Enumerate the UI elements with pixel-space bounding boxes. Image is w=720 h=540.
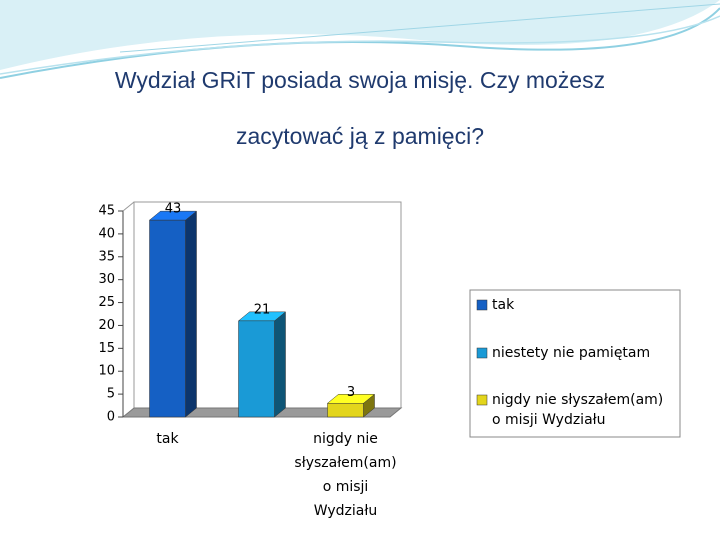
legend-label: tak: [492, 297, 515, 313]
legend-swatch: [476, 347, 488, 359]
y-tick-label: 10: [98, 364, 115, 379]
y-tick-label: 5: [107, 387, 115, 402]
slide-title: Wydział GRiT posiada swoja misję. Czy mo…: [114, 67, 606, 149]
header-curve: [0, 7, 720, 79]
bar-side: [274, 311, 286, 418]
data-label: 3: [347, 385, 355, 400]
bar: [149, 219, 186, 418]
y-tick-label: 45: [98, 204, 115, 219]
header-wave: [0, 0, 720, 70]
data-label: 43: [165, 202, 182, 217]
y-tick-label: 30: [98, 272, 115, 287]
legend-swatch: [476, 394, 488, 406]
y-tick-label: 20: [98, 318, 115, 333]
y-tick-label: 0: [107, 410, 115, 425]
legend-label: niestety nie pamiętam: [492, 345, 651, 361]
legend-box: [469, 289, 681, 438]
y-tick-label: 15: [98, 341, 115, 356]
y-tick-label: 25: [98, 295, 115, 310]
y-tick-label: 40: [98, 226, 115, 241]
x-tick-label: nigdy nie słyszałem(am) o misji Wydziału: [294, 431, 397, 519]
legend-swatch: [476, 299, 488, 311]
data-label: 21: [254, 302, 271, 317]
bar: [327, 403, 364, 418]
y-tick-label: 35: [98, 249, 115, 264]
bar-side: [185, 210, 197, 418]
x-tick-label: tak: [156, 431, 179, 447]
legend-label: nigdy nie słyszałem(am) o misji Wydziału: [492, 392, 664, 428]
y-axis-depth: [122, 201, 135, 212]
header-curve: [119, 3, 720, 53]
bar: [238, 320, 275, 418]
header-curve: [0, 15, 720, 75]
